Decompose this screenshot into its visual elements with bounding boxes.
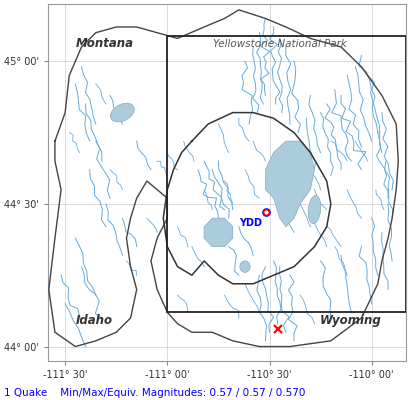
Ellipse shape [239, 261, 249, 272]
Polygon shape [265, 141, 314, 227]
Bar [167, 36, 405, 312]
Text: Wyoming: Wyoming [319, 314, 381, 327]
Text: Idaho: Idaho [75, 314, 112, 327]
Polygon shape [204, 218, 232, 247]
Ellipse shape [308, 196, 320, 224]
Text: YDD: YDD [239, 218, 262, 228]
Ellipse shape [110, 103, 134, 122]
Text: Yellowstone National Park: Yellowstone National Park [212, 39, 346, 49]
Text: Montana: Montana [75, 37, 133, 50]
Text: 1 Quake    Min/Max/Equiv. Magnitudes: 0.57 / 0.57 / 0.570: 1 Quake Min/Max/Equiv. Magnitudes: 0.57 … [4, 388, 305, 398]
